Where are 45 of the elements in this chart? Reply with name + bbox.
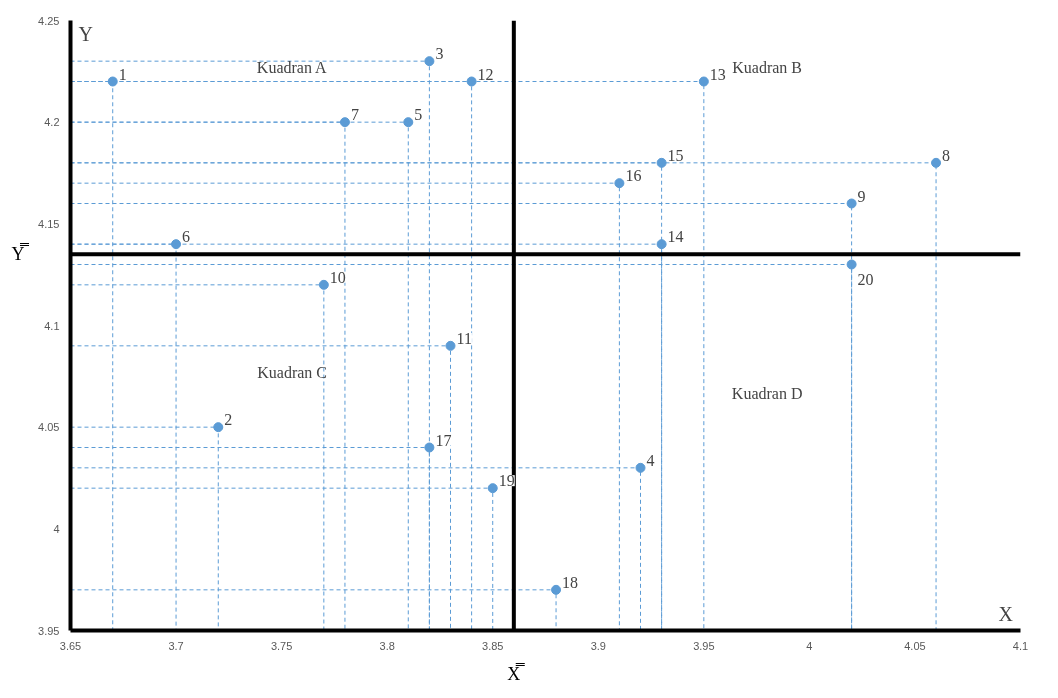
annotation: 2 <box>224 411 233 429</box>
annotation: 12 <box>477 65 494 83</box>
annotation: 14 <box>667 228 684 246</box>
y-tick-label: 4.2 <box>44 116 60 129</box>
x-tick-label: 3.75 <box>270 639 293 652</box>
annotation: Kuadran C <box>257 364 328 382</box>
y-axis-title: Y <box>78 22 93 45</box>
annotation: 3 <box>435 45 444 63</box>
ref-line-label: X̿ <box>507 662 526 684</box>
annotation: 19 <box>498 472 515 490</box>
y-tick-label: 4 <box>53 522 60 535</box>
annotation: 7 <box>350 106 359 124</box>
annotation: Kuadran A <box>256 59 328 77</box>
annotation: 11 <box>456 329 472 347</box>
ref-line-label: Y̿ <box>11 243 30 265</box>
annotation: 17 <box>435 431 452 449</box>
x-tick-label: 4 <box>806 639 813 652</box>
annotation: Kuadran B <box>732 59 803 77</box>
y-tick-label: 4.25 <box>38 14 60 27</box>
x-tick-label: 3.65 <box>59 639 82 652</box>
x-tick-label: 3.8 <box>379 639 395 652</box>
annotation: 6 <box>182 228 191 246</box>
y-tick-label: 4.05 <box>38 421 60 434</box>
annotation: 4 <box>646 451 655 469</box>
annotation: 9 <box>857 187 866 205</box>
x-tick-label: 3.85 <box>482 639 504 652</box>
annotation: 13 <box>709 65 726 83</box>
x-tick-label: 3.7 <box>168 639 184 652</box>
annotation: Kuadran D <box>731 384 803 402</box>
x-tick-label: 4.05 <box>904 639 926 652</box>
x-tick-label: 4.1 <box>1012 639 1029 652</box>
y-tick-label: 3.95 <box>38 624 60 637</box>
annotation: 15 <box>667 146 684 164</box>
annotation: 8 <box>942 146 951 164</box>
annotation: 1 <box>118 65 127 83</box>
annotation: 10 <box>329 268 346 286</box>
annotation: 18 <box>562 573 579 591</box>
x-axis-title: X <box>998 602 1014 625</box>
annotation: 5 <box>414 106 423 124</box>
x-tick-label: 3.9 <box>590 639 606 652</box>
x-tick-label: 3.95 <box>693 639 715 652</box>
annotation: 16 <box>625 167 642 185</box>
y-tick-label: 4.15 <box>38 217 60 230</box>
y-tick-label: 4.1 <box>44 319 60 332</box>
annotation: 20 <box>857 270 874 288</box>
